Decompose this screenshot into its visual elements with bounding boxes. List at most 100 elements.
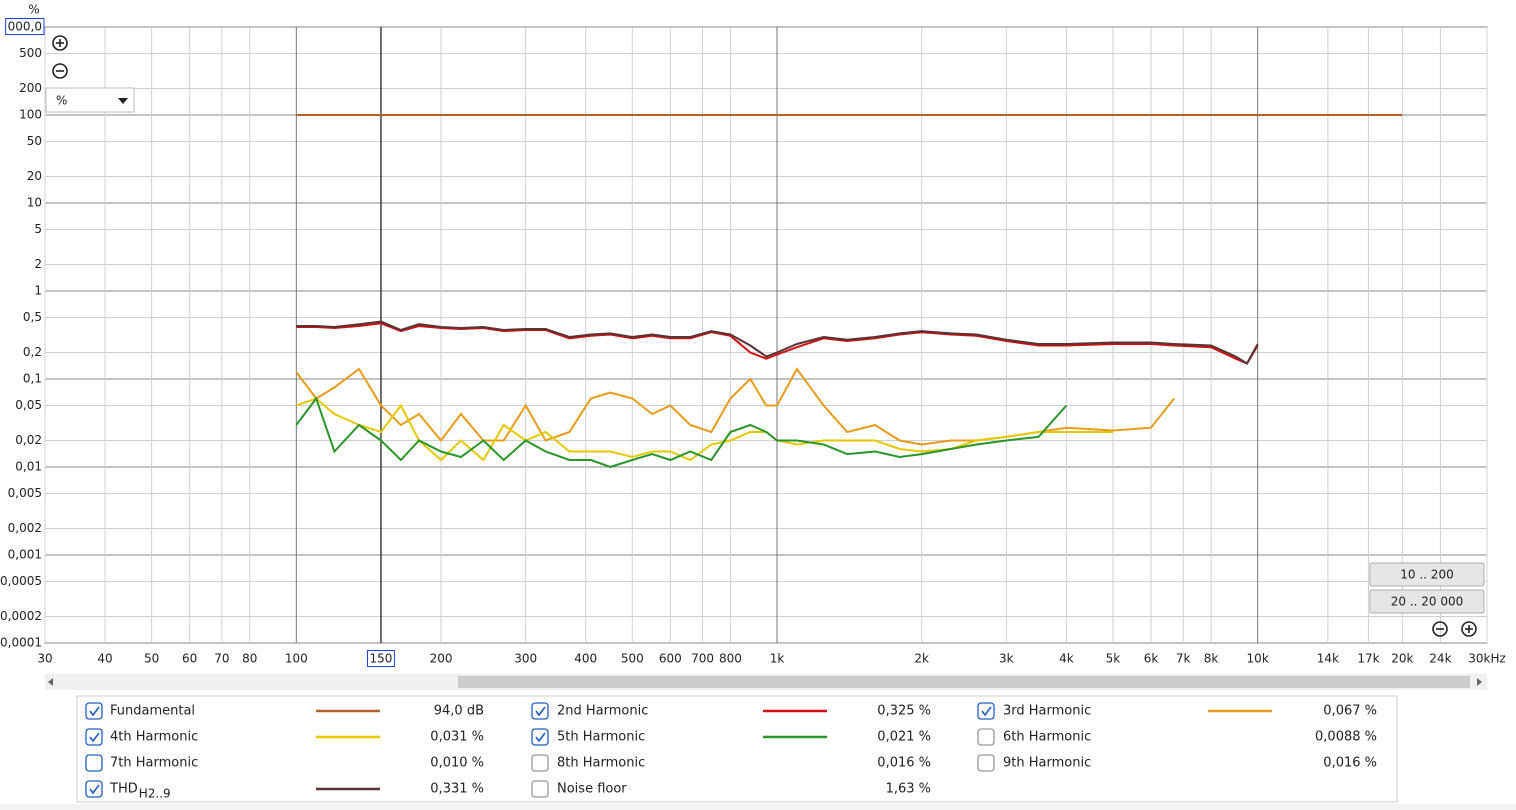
legend-name: 5th Harmonic <box>557 730 645 745</box>
legend-check <box>89 732 100 743</box>
y-tick-label: 0,02 <box>15 433 42 447</box>
legend-checkbox[interactable] <box>531 728 549 746</box>
x-tick-label: 400 <box>574 652 597 666</box>
legend-checkbox[interactable] <box>531 702 549 720</box>
x-tick-label: 1k <box>770 652 785 666</box>
x-tick-label: 70 <box>214 652 229 666</box>
x-tick-label: 30kHz <box>1468 652 1506 666</box>
legend-readout: 94,0 dB <box>434 704 484 719</box>
x-tick-label: 30 <box>37 652 52 666</box>
zoom-in-y[interactable] <box>52 35 68 51</box>
legend-name: Noise floor <box>557 782 627 797</box>
y-tick-label: 0,2 <box>23 345 42 359</box>
x-tick-label: 10k <box>1247 652 1269 666</box>
y-tick-label: 200 <box>19 81 42 95</box>
legend-entry: 4th Harmonic 0,031 % <box>85 728 484 746</box>
legend-name: 3rd Harmonic <box>1003 704 1091 719</box>
legend-name: 8th Harmonic <box>557 756 645 771</box>
y-tick-label: 2 <box>34 257 42 271</box>
legend-checkbox[interactable] <box>85 780 103 798</box>
status-bar <box>0 804 1516 810</box>
x-tick-label: 2k <box>914 652 929 666</box>
x-tick-label: 17k <box>1357 652 1379 666</box>
x-tick-label: 50 <box>144 652 159 666</box>
x-tick-label: 300 <box>514 652 537 666</box>
legend: Fundamental 94,0 dB 2nd Harmonic 0,325 % 3rd… <box>85 702 1377 801</box>
legend-name: 2nd Harmonic <box>557 704 648 719</box>
x-tick-label: 200 <box>430 652 453 666</box>
legend-entry: 6th Harmonic 0,0088 % <box>977 728 1377 746</box>
legend-entry: Noise floor 1,63 % <box>531 780 931 798</box>
legend-checkbox[interactable] <box>977 702 995 720</box>
y-tick-label: 0,002 <box>8 521 42 535</box>
legend-check <box>535 706 546 717</box>
y-tick-label: 5 <box>34 222 42 236</box>
zoom-in-x[interactable] <box>1461 621 1477 637</box>
y-tick-label: 000,0 <box>8 20 42 34</box>
y-tick-label: 50 <box>27 134 42 148</box>
legend-checkbox[interactable] <box>977 728 995 746</box>
legend-readout: 0,0088 % <box>1315 730 1377 745</box>
y-unit: % <box>28 3 39 17</box>
unit-dropdown[interactable]: % <box>45 87 135 113</box>
zoom-out-x[interactable] <box>1432 621 1448 637</box>
legend-readout: 0,331 % <box>430 782 484 797</box>
legend-readout: 0,016 % <box>1323 756 1377 771</box>
legend-checkbox[interactable] <box>531 754 549 772</box>
x-tick-label: 40 <box>97 652 112 666</box>
y-tick-label: 0,001 <box>8 548 42 562</box>
legend-readout: 0,325 % <box>877 704 931 719</box>
x-tick-label: 800 <box>719 652 742 666</box>
x-tick-label: 700 <box>691 652 714 666</box>
range-button[interactable]: 20 .. 20 000 <box>1369 589 1485 614</box>
x-tick-label: 6k <box>1144 652 1159 666</box>
legend-entry: 7th Harmonic 0,010 % <box>85 754 484 772</box>
legend-check <box>535 732 546 743</box>
legend-entry: 3rd Harmonic 0,067 % <box>977 702 1377 720</box>
y-tick-label: 10 <box>27 196 42 210</box>
cursor-label-box <box>367 650 395 667</box>
legend-checkbox[interactable] <box>85 702 103 720</box>
range-button[interactable]: 10 .. 200 <box>1369 562 1485 587</box>
legend-checkbox[interactable] <box>85 754 103 772</box>
legend-entry: 2nd Harmonic 0,325 % <box>531 702 931 720</box>
series-line <box>295 396 1068 469</box>
zoom-out-y[interactable] <box>52 63 68 79</box>
legend-entry: 5th Harmonic 0,021 % <box>531 728 931 746</box>
y-tick-label: 0,005 <box>8 486 42 500</box>
scrollbar[interactable] <box>45 674 1487 690</box>
series-line <box>295 367 1175 446</box>
legend-checkbox[interactable] <box>85 728 103 746</box>
unit-dropdown-value: % <box>56 94 67 108</box>
x-tick-label: 80 <box>242 652 257 666</box>
legend-check <box>89 706 100 717</box>
x-tick-label: 24k <box>1429 652 1451 666</box>
x-tick-label: 5k <box>1106 652 1121 666</box>
legend-check <box>981 706 992 717</box>
legend-checkbox[interactable] <box>977 754 995 772</box>
y-tick-label: 0,0001 <box>0 636 42 650</box>
y-tick-label: 0,1 <box>23 372 42 386</box>
y-tick-label: 0,5 <box>23 310 42 324</box>
x-tick-label: 100 <box>285 652 308 666</box>
y-tick-label: 500 <box>19 46 42 60</box>
plot-area: 000,0 500 200 100 50 20 10 5 2 1 0,5 0,2 0,1 0,05 0,02… <box>0 18 1506 667</box>
legend-name: Fundamental <box>110 704 195 719</box>
x-tick-label: 4k <box>1059 652 1074 666</box>
legend-entry: 8th Harmonic 0,016 % <box>531 754 931 772</box>
range-button-frame <box>1369 589 1485 614</box>
legend-readout: 0,010 % <box>430 756 484 771</box>
x-tick-label: 14k <box>1317 652 1339 666</box>
y-tick-label: 0,0002 <box>0 609 42 623</box>
legend-entry: THD H2..9 0,331 % <box>85 780 484 801</box>
x-tick-label: 500 <box>621 652 644 666</box>
legend-checkbox[interactable] <box>531 780 549 798</box>
x-tick-label: 3k <box>999 652 1014 666</box>
legend-entry: 9th Harmonic 0,016 % <box>977 754 1377 772</box>
plot-frame <box>44 26 1488 644</box>
legend-readout: 0,021 % <box>877 730 931 745</box>
legend-name: 6th Harmonic <box>1003 730 1091 745</box>
legend-name: 9th Harmonic <box>1003 756 1091 771</box>
y-tick-label: 0,0005 <box>0 574 42 588</box>
